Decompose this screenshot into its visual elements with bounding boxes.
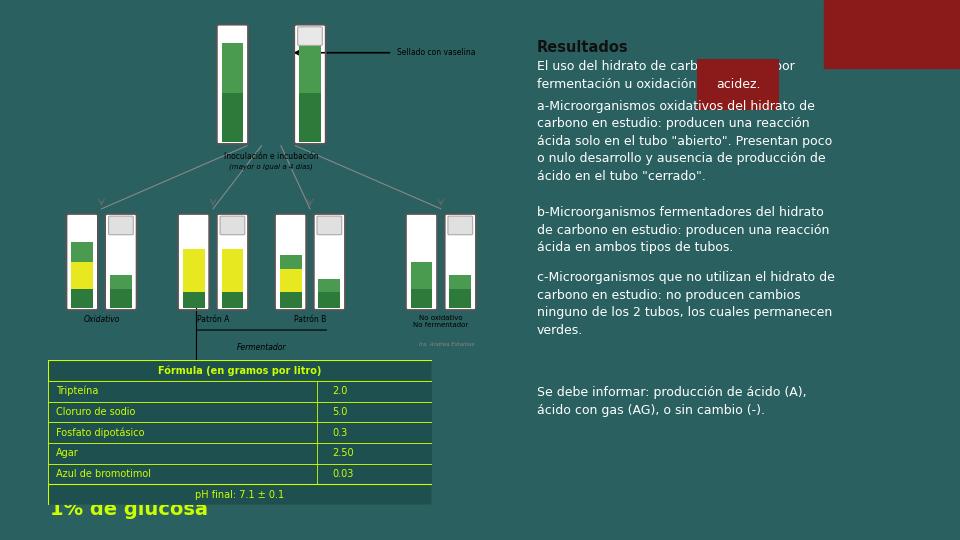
Text: Fosfato dipotásico: Fosfato dipotásico	[56, 427, 144, 438]
Text: Patrón B: Patrón B	[294, 315, 326, 324]
Text: pH final: 7.1 ± 0.1: pH final: 7.1 ± 0.1	[196, 490, 284, 500]
Bar	[222, 92, 243, 143]
Bar	[71, 242, 93, 262]
Text: c-Microorganismos que no utilizan el hidrato de
carbono en estudio: no producen : c-Microorganismos que no utilizan el hid…	[537, 271, 834, 336]
Text: acidez.: acidez.	[716, 78, 760, 91]
Bar	[48, 484, 432, 505]
Text: 0.03: 0.03	[332, 469, 353, 479]
FancyBboxPatch shape	[298, 27, 323, 45]
Bar	[71, 262, 93, 288]
Bar	[110, 275, 132, 288]
Bar	[182, 292, 204, 308]
Text: Inoculación e incubación: Inoculación e incubación	[224, 152, 319, 161]
Text: Se debe informar: producción de ácido (A),
ácido con gas (AG), o sin cambio (-).: Se debe informar: producción de ácido (A…	[537, 386, 806, 416]
Text: Fermentador: Fermentador	[237, 343, 286, 352]
FancyBboxPatch shape	[217, 24, 249, 144]
Bar	[48, 381, 432, 402]
Text: Azul de bromotimol: Azul de bromotimol	[56, 469, 151, 479]
Bar	[182, 248, 204, 292]
Text: 2.0: 2.0	[332, 386, 348, 396]
Bar	[48, 422, 432, 443]
Text: Cloruro de sodio: Cloruro de sodio	[56, 407, 135, 417]
FancyBboxPatch shape	[108, 216, 133, 235]
FancyBboxPatch shape	[275, 214, 306, 310]
Bar	[300, 43, 321, 92]
Bar	[222, 292, 243, 308]
Bar	[411, 288, 432, 308]
Text: Tripteína: Tripteína	[56, 386, 98, 396]
Bar	[48, 360, 432, 381]
Text: Agar: Agar	[56, 448, 79, 458]
Text: El uso del hidrato de carbono, ya sea por: El uso del hidrato de carbono, ya sea po…	[537, 60, 794, 73]
Text: a-Microorganismos oxidativos del hidrato de
carbono en estudio: producen una rea: a-Microorganismos oxidativos del hidrato…	[537, 100, 832, 183]
FancyBboxPatch shape	[444, 214, 476, 310]
Text: No oxidativo
No fermentador: No oxidativo No fermentador	[413, 315, 468, 328]
FancyBboxPatch shape	[294, 24, 325, 144]
Text: 5.0: 5.0	[332, 407, 348, 417]
FancyBboxPatch shape	[406, 214, 437, 310]
Bar	[222, 248, 243, 292]
Bar	[71, 288, 93, 308]
Bar	[222, 43, 243, 92]
FancyBboxPatch shape	[106, 214, 136, 310]
FancyBboxPatch shape	[314, 214, 346, 310]
Text: 2.50: 2.50	[332, 448, 354, 458]
Bar	[279, 268, 301, 292]
Text: Fórmula (en gramos por litro): Fórmula (en gramos por litro)	[158, 365, 322, 376]
Bar	[411, 262, 432, 288]
FancyBboxPatch shape	[217, 214, 249, 310]
Bar	[279, 255, 301, 268]
Bar	[48, 463, 432, 484]
Bar	[48, 443, 432, 463]
FancyBboxPatch shape	[220, 216, 245, 235]
Bar	[300, 92, 321, 143]
Bar	[110, 288, 132, 308]
Text: 0.3: 0.3	[332, 428, 348, 437]
FancyBboxPatch shape	[178, 214, 209, 310]
Bar	[48, 402, 432, 422]
Text: Ira. Andrea Estanias: Ira. Andrea Estanias	[420, 342, 475, 347]
FancyBboxPatch shape	[448, 216, 472, 235]
Bar	[319, 279, 340, 292]
Bar	[449, 288, 471, 308]
Text: Oxidativo: Oxidativo	[84, 315, 120, 324]
Text: Patrón A: Patrón A	[197, 315, 229, 324]
Text: fermentación u oxidación, produce: fermentación u oxidación, produce	[537, 78, 759, 91]
Text: b-Microorganismos fermentadores del hidrato
de carbono en estudio: producen una : b-Microorganismos fermentadores del hidr…	[537, 206, 829, 254]
Bar	[279, 292, 301, 308]
Text: 1% de glucosa: 1% de glucosa	[50, 501, 208, 519]
Bar	[824, 0, 960, 68]
Text: (mayor o igual a 4 días): (mayor o igual a 4 días)	[229, 164, 313, 171]
Text: Resultados: Resultados	[537, 40, 628, 56]
FancyBboxPatch shape	[66, 214, 98, 310]
Bar	[319, 292, 340, 308]
Text: Sellado con vaselina: Sellado con vaselina	[397, 48, 476, 57]
FancyBboxPatch shape	[317, 216, 342, 235]
Bar	[449, 275, 471, 288]
